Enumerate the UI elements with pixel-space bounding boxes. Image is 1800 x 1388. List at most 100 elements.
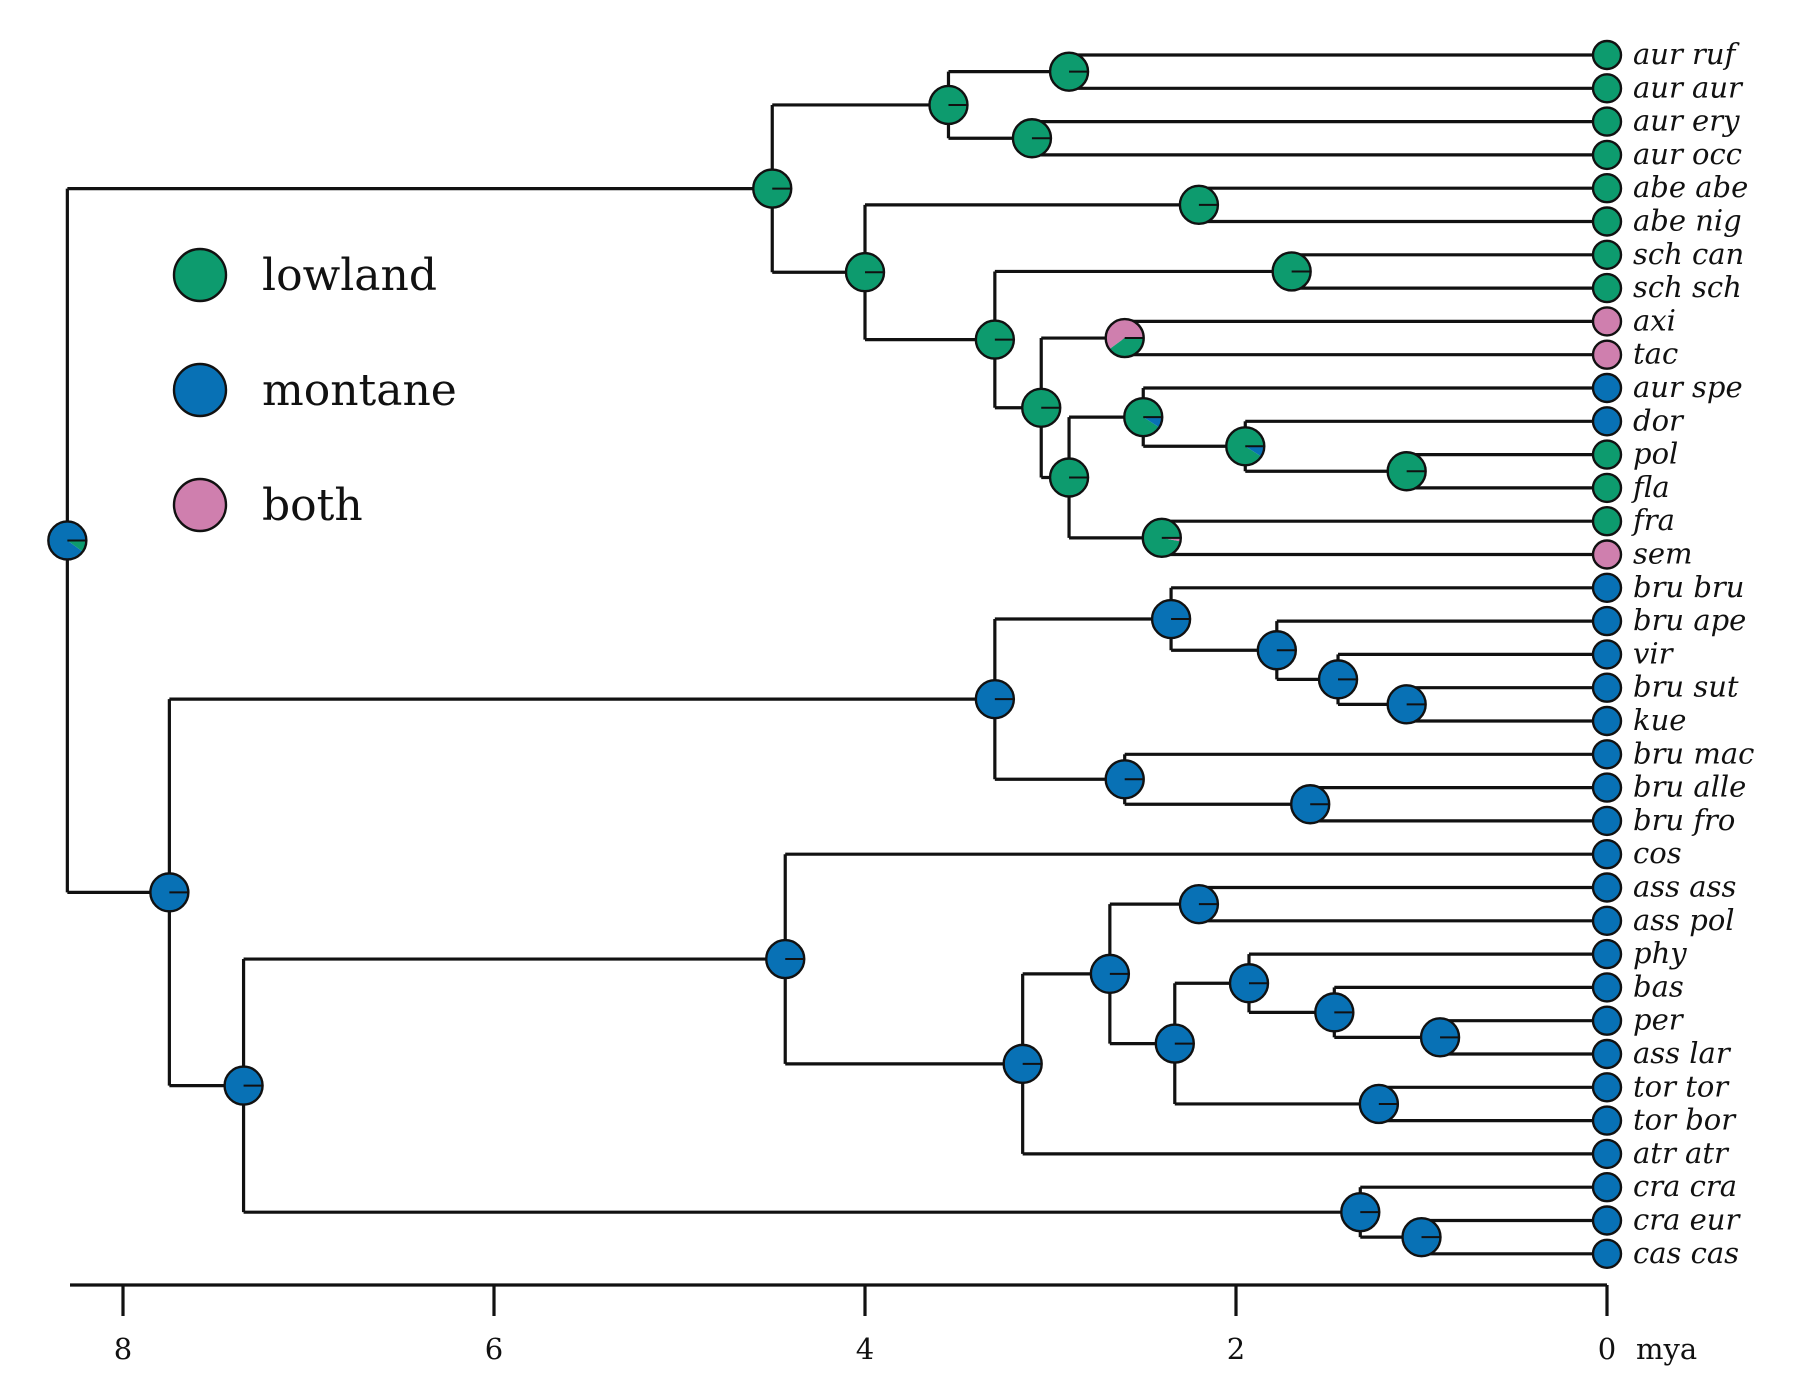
tip-label: bru mac <box>1633 736 1754 770</box>
tip-label: abe abe <box>1633 170 1748 204</box>
pie-slice <box>1109 338 1144 358</box>
tip-marker <box>1591 439 1623 470</box>
tip-marker <box>1591 306 1623 337</box>
node-pie <box>974 319 1016 360</box>
tip-label: dor <box>1633 403 1685 437</box>
tip-label: cas cas <box>1633 1236 1739 1270</box>
tip-marker <box>1591 139 1623 171</box>
node-pie <box>1256 630 1298 671</box>
legend-swatch-montane <box>172 362 228 418</box>
node-pie <box>223 1065 264 1106</box>
node-pie <box>1002 1043 1043 1085</box>
axis-unit-label: mya <box>1636 1332 1697 1366</box>
node-pie <box>1178 883 1220 925</box>
node-pie <box>928 84 969 126</box>
node-pie <box>752 168 793 209</box>
node-pie <box>1048 51 1090 92</box>
tip-marker <box>1591 1105 1623 1136</box>
tip-marker <box>1591 1138 1623 1170</box>
node-pie <box>1289 784 1331 825</box>
tip-label: aur ruf <box>1633 37 1741 71</box>
tip-marker <box>1591 972 1623 1003</box>
tree-branches <box>65 53 1607 1256</box>
tip-label: tac <box>1633 337 1678 371</box>
tip-marker <box>1591 272 1623 304</box>
node-pie <box>1048 457 1090 498</box>
tip-marker <box>1591 106 1623 137</box>
tip-label: pol <box>1633 437 1678 471</box>
node-pie <box>765 938 806 980</box>
tip-marker <box>1591 1038 1623 1070</box>
tip-marker <box>1591 239 1623 271</box>
axis-tick-label: 0 <box>1598 1332 1616 1366</box>
tip-marker <box>1591 1072 1623 1103</box>
tip-label: bru sut <box>1633 670 1739 704</box>
node-pie <box>149 872 190 913</box>
pie-slice <box>67 540 87 552</box>
tip-label: bru bru <box>1633 570 1744 604</box>
tip-marker <box>1591 739 1623 770</box>
tip-label: ass ass <box>1633 870 1736 904</box>
node-pie <box>1154 1023 1195 1064</box>
axis-tick-label: 2 <box>1227 1332 1245 1366</box>
tip-marker <box>1591 1171 1623 1203</box>
tip-label: bru fro <box>1633 803 1735 837</box>
axis-ticks: 8 6 4 2 0 <box>114 1285 1616 1366</box>
tip-label: fla <box>1631 470 1670 504</box>
tip-label: bas <box>1633 969 1684 1003</box>
pie-slice <box>1245 446 1265 457</box>
tip-label: atr atr <box>1633 1136 1730 1170</box>
tip-marker <box>1591 1005 1623 1036</box>
tip-label: aur aur <box>1633 70 1744 104</box>
node-pie <box>1141 517 1183 559</box>
pie-slice <box>1226 427 1265 466</box>
node-pie <box>1178 184 1220 226</box>
tip-marker <box>1591 539 1623 570</box>
tip-marker <box>1591 73 1623 104</box>
tip-label: bru alle <box>1633 770 1746 804</box>
legend-item-both: both <box>172 477 363 533</box>
tip-label: per <box>1633 1003 1685 1037</box>
tip-marker <box>1591 905 1623 936</box>
legend-swatch-both <box>172 477 228 533</box>
tip-label: tor bor <box>1633 1103 1737 1137</box>
tip-label: cos <box>1633 836 1682 870</box>
tip-marker <box>1591 705 1623 737</box>
node-pie <box>1317 659 1359 700</box>
tip-marker <box>1591 1205 1623 1236</box>
node-pie <box>1401 1216 1442 1258</box>
node-pie <box>1271 251 1312 292</box>
legend-item-lowland: lowland <box>172 247 437 303</box>
node-pie <box>1358 1083 1400 1125</box>
tip-label: cra cra <box>1633 1169 1737 1203</box>
node-pie <box>47 520 88 561</box>
tip-marker <box>1591 1238 1623 1270</box>
tip-label: bru ape <box>1633 603 1746 637</box>
tip-label: aur occ <box>1633 137 1742 171</box>
tip-label: vir <box>1633 636 1675 670</box>
axis-tick-label: 8 <box>114 1332 132 1366</box>
tip-marker <box>1591 39 1623 71</box>
tip-label: tor tor <box>1633 1069 1730 1103</box>
node-pie <box>1314 992 1355 1033</box>
node-pie <box>1228 963 1270 1004</box>
tip-label: ass lar <box>1633 1036 1732 1070</box>
node-pie <box>1011 118 1053 159</box>
tip-label: cra eur <box>1633 1203 1741 1237</box>
tip-markers <box>1591 39 1623 1270</box>
tip-label: aur spe <box>1633 370 1743 404</box>
tip-marker <box>1591 472 1623 504</box>
tip-label: abe nig <box>1633 204 1742 238</box>
legend-label-montane: montane <box>262 365 457 416</box>
node-pie <box>1386 451 1427 492</box>
pie-slice <box>1143 417 1163 428</box>
axis-tick-label: 4 <box>856 1332 874 1366</box>
ancestral-state-pies <box>47 51 1461 1258</box>
node-pie <box>1021 387 1062 428</box>
node-pie <box>1104 759 1145 800</box>
tip-marker <box>1591 172 1623 204</box>
tip-marker <box>1591 206 1623 237</box>
node-pie <box>1104 317 1145 359</box>
